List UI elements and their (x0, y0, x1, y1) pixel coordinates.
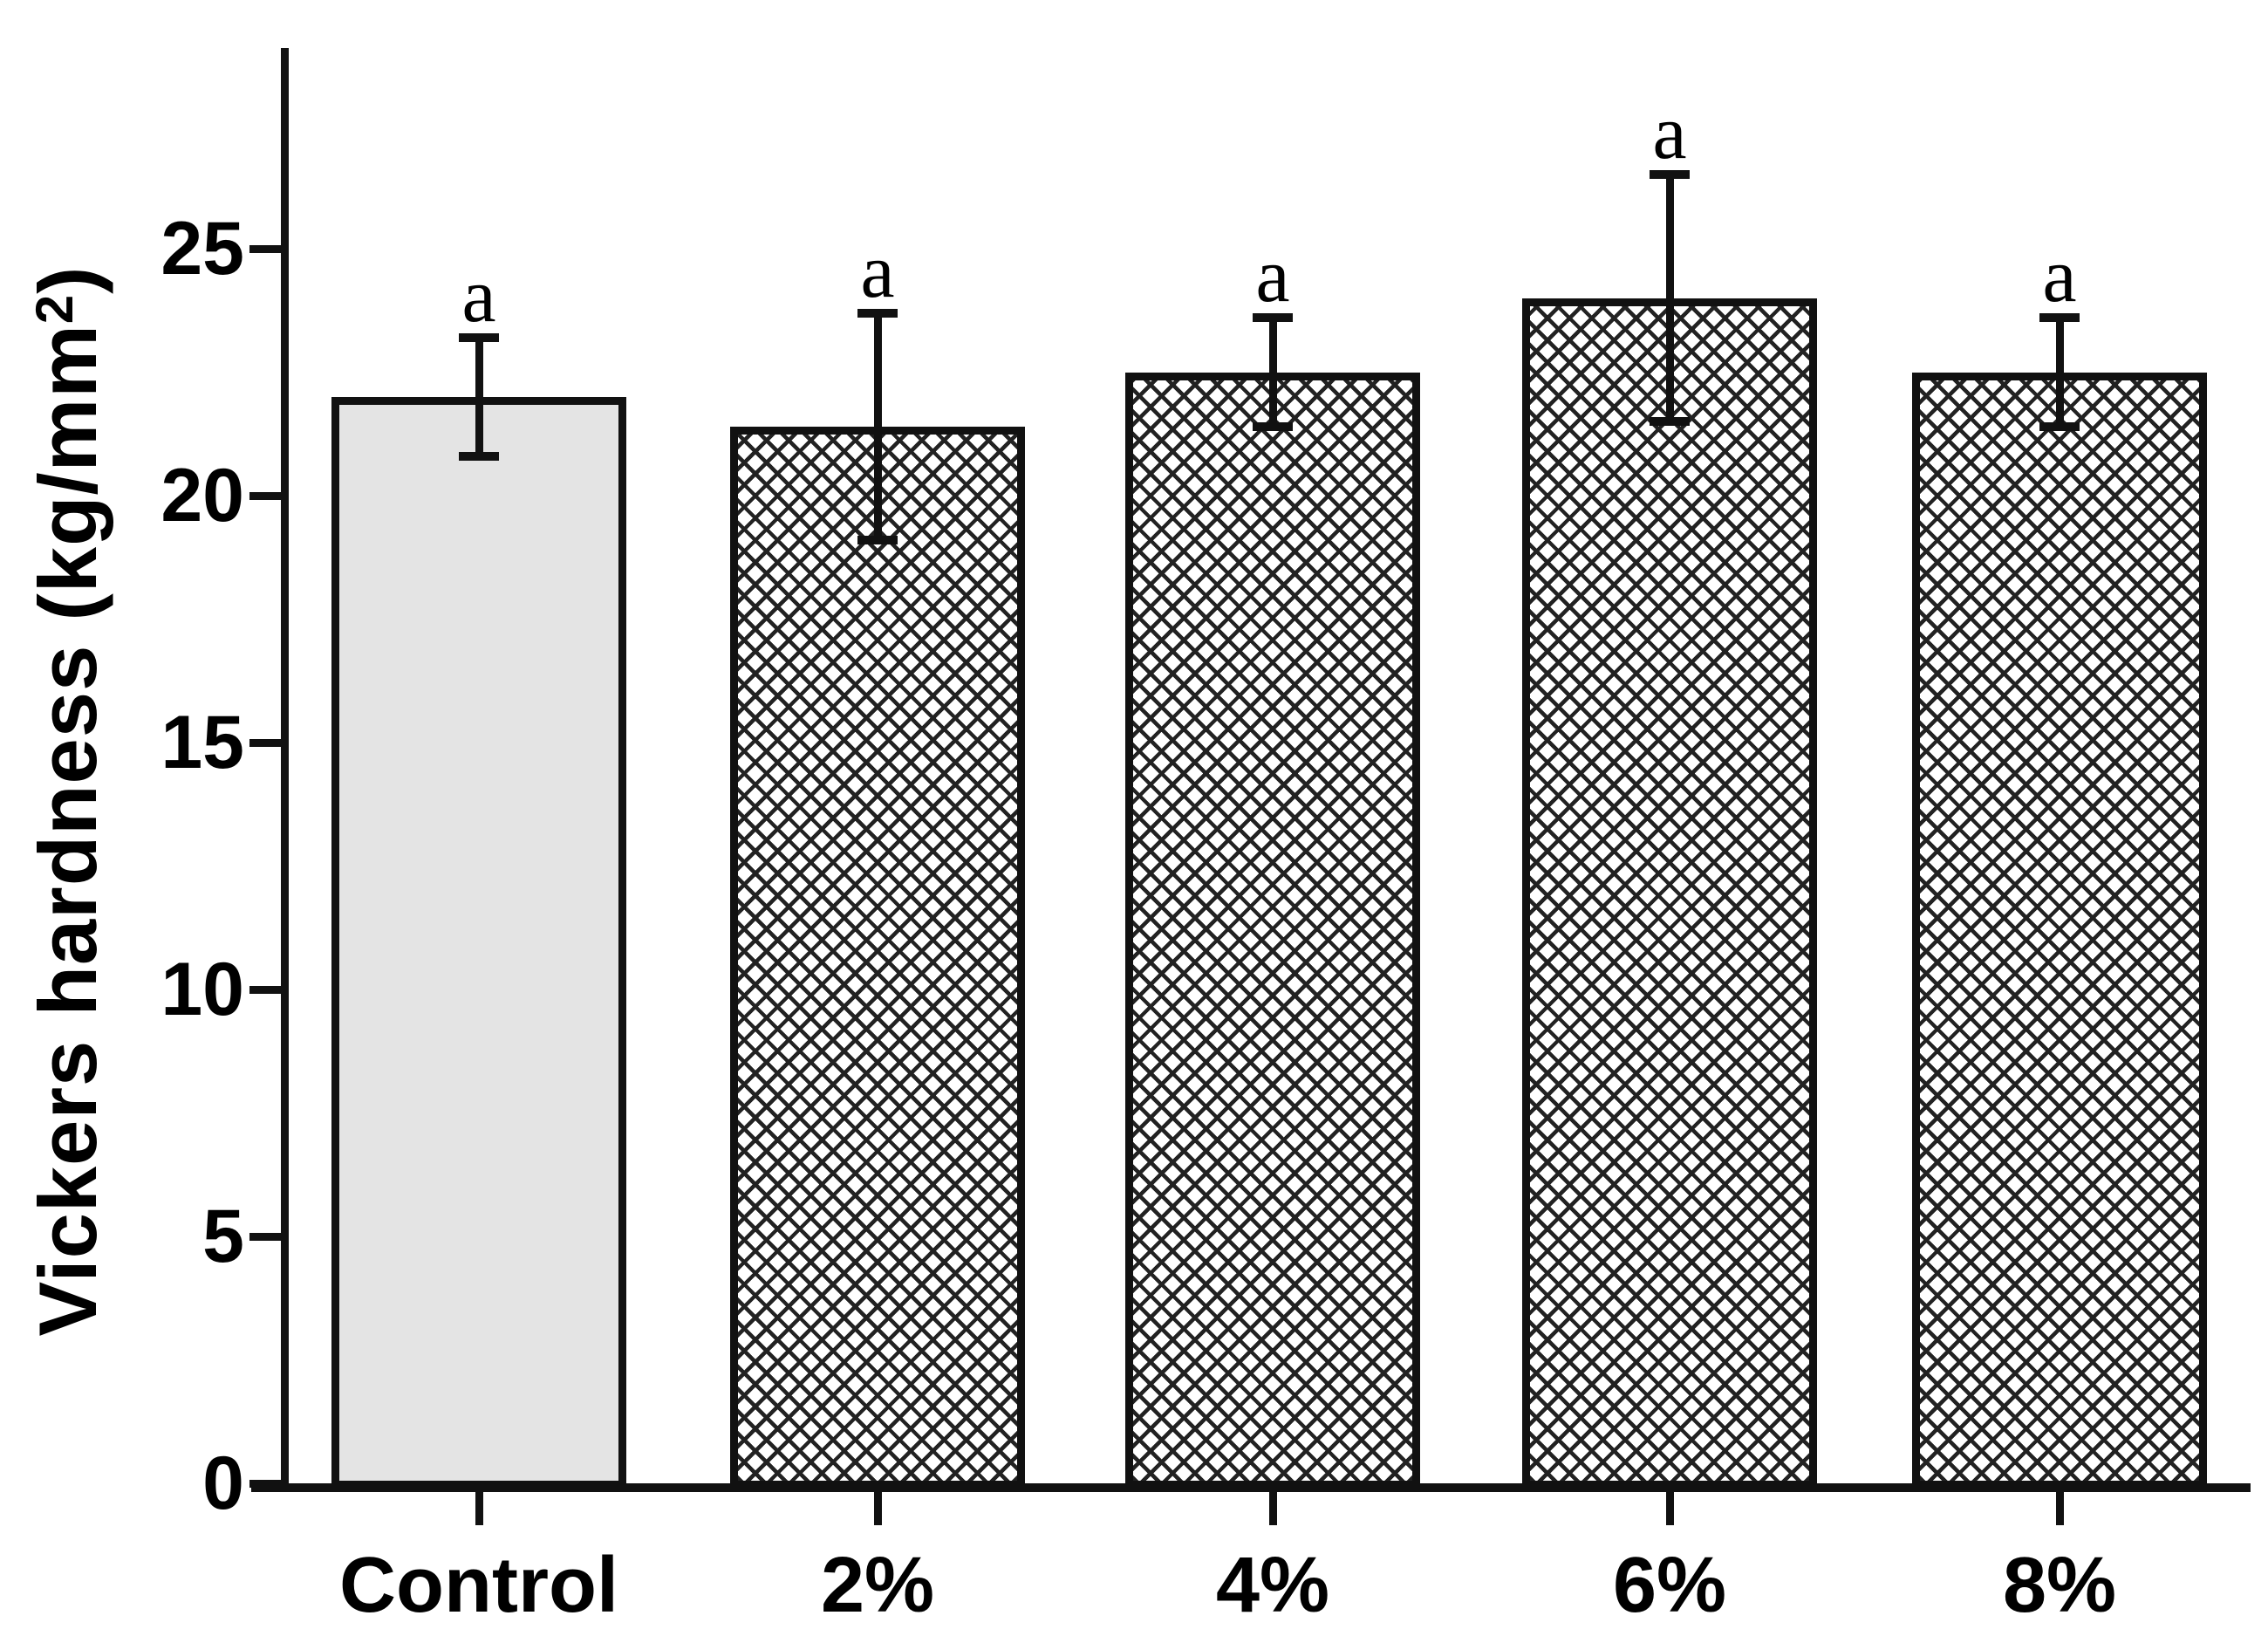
x-tick-mark (475, 1489, 483, 1525)
y-tick-label: 10 (161, 948, 244, 1031)
x-category-label: 6% (1612, 1542, 1727, 1629)
significance-letter: a (2042, 234, 2077, 319)
bar-2 (730, 426, 1025, 1489)
significance-letter: a (860, 229, 895, 314)
x-tick-mark (1268, 1489, 1277, 1525)
x-category-label: 8% (2002, 1542, 2117, 1629)
bar-6 (1522, 298, 1817, 1489)
y-axis-line (281, 48, 289, 1492)
error-bar-cap-bottom (2039, 421, 2080, 431)
error-bar-cap-top (1253, 313, 1293, 323)
error-bar-line (475, 337, 483, 456)
bar-4 (1125, 372, 1420, 1489)
error-bar-line (1268, 318, 1277, 427)
bar-8 (1912, 372, 2207, 1489)
significance-letter: a (1255, 234, 1290, 319)
x-category-label: 2% (820, 1542, 935, 1629)
y-axis-title-superscript: 2 (25, 293, 84, 325)
y-tick-mark (249, 1232, 284, 1241)
significance-letter: a (1652, 91, 1687, 176)
y-tick-mark (249, 985, 284, 994)
error-bar-cap-top (857, 308, 898, 318)
x-tick-mark (2055, 1489, 2064, 1525)
error-bar-line (1665, 175, 1674, 422)
error-bar-cap-top (2039, 313, 2080, 323)
x-tick-mark (873, 1489, 882, 1525)
error-bar-cap-bottom (459, 451, 499, 461)
y-tick-label: 20 (161, 454, 244, 537)
y-tick-mark (249, 738, 284, 747)
x-category-label: 4% (1215, 1542, 1330, 1629)
x-category-label: Control (339, 1542, 618, 1629)
y-tick-label: 0 (202, 1441, 244, 1525)
error-bar-cap-top (459, 332, 499, 342)
bar-control (331, 396, 626, 1489)
y-tick-label: 15 (161, 701, 244, 784)
y-tick-mark (249, 491, 284, 500)
error-bar-cap-bottom (1253, 421, 1293, 431)
error-bar-cap-bottom (857, 535, 898, 544)
x-tick-mark (1665, 1489, 1674, 1525)
significance-letter: a (461, 253, 496, 339)
x-axis-line (251, 1483, 2251, 1492)
error-bar-line (2055, 318, 2064, 427)
y-axis-title: Vickers hardness (kg/mm2) (21, 266, 115, 1337)
y-tick-label: 5 (202, 1195, 244, 1278)
error-bar-cap-bottom (1650, 417, 1690, 427)
error-bar-line (873, 312, 882, 540)
y-tick-label: 25 (161, 207, 244, 291)
error-bar-cap-top (1650, 170, 1690, 180)
y-tick-mark (249, 244, 284, 253)
